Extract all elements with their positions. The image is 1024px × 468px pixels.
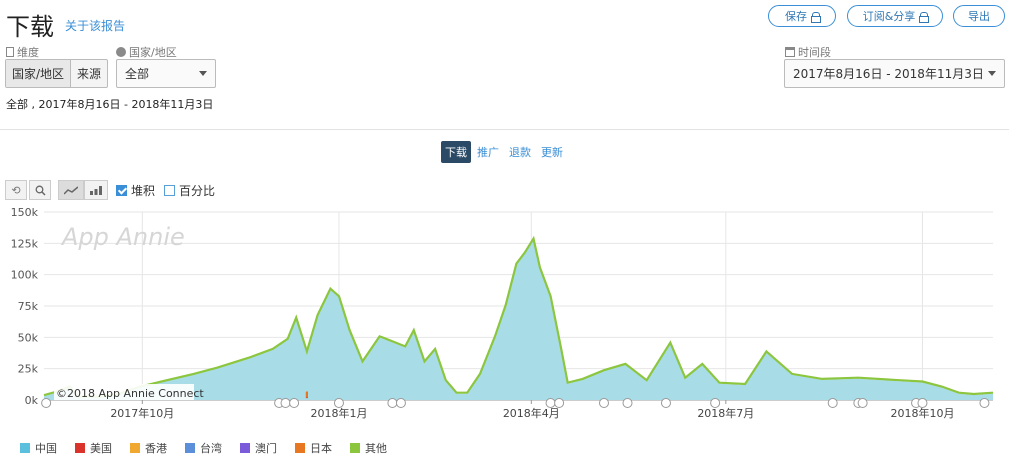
- subscribe-share-button[interactable]: 订阅&分享: [847, 5, 943, 27]
- legend-swatch: [295, 443, 305, 453]
- speech-bubble-icon[interactable]: [622, 398, 633, 408]
- lock-icon: [919, 11, 930, 23]
- speech-bubble-icon[interactable]: [289, 398, 300, 408]
- legend-label: 其他: [365, 442, 387, 455]
- chart-legend: 中国 美国 香港 台湾 澳门 日本 其他: [20, 440, 387, 456]
- tab-refunds[interactable]: 退款: [509, 146, 531, 159]
- lock-icon: [811, 11, 821, 23]
- about-report-link[interactable]: 关于该报告: [65, 19, 126, 33]
- page-title: 下载: [6, 13, 54, 41]
- globe-icon: [116, 47, 126, 57]
- zoom-icon[interactable]: [29, 180, 51, 200]
- dimension-toggle: 国家/地区 来源: [5, 59, 109, 88]
- legend-swatch: [20, 443, 30, 453]
- y-tick-label: 150k: [11, 206, 39, 219]
- watermark: App Annie: [60, 223, 185, 251]
- subscribe-label: 订阅&分享: [862, 10, 916, 23]
- dimension-option-source[interactable]: 来源: [77, 67, 102, 81]
- legend-macau[interactable]: 澳门: [240, 440, 277, 456]
- save-label: 保存: [785, 10, 807, 23]
- x-tick-label: 2018年1月: [310, 406, 367, 420]
- legend-label: 美国: [90, 442, 112, 455]
- country-dropdown[interactable]: 全部: [116, 59, 216, 88]
- legend-usa[interactable]: 美国: [75, 440, 112, 456]
- country-value: 全部: [125, 67, 150, 81]
- series-japan-mark: [305, 391, 308, 398]
- checkbox-unchecked-icon: [164, 185, 175, 196]
- speech-bubble-icon[interactable]: [554, 398, 565, 408]
- speech-bubble-icon[interactable]: [395, 398, 406, 408]
- speech-bubble-icon[interactable]: [333, 398, 344, 408]
- line-chart-icon[interactable]: [58, 180, 84, 200]
- legend-taiwan[interactable]: 台湾: [185, 440, 222, 456]
- legend-label: 台湾: [200, 442, 222, 455]
- tab-downloads[interactable]: 下载: [441, 141, 471, 163]
- metric-tabs: 下载 推广 退款 更新: [441, 141, 567, 163]
- legend-label: 日本: [310, 442, 332, 455]
- y-tick-label: 125k: [11, 237, 39, 250]
- speech-bubble-icon[interactable]: [827, 398, 838, 408]
- speech-bubble-icon[interactable]: [387, 398, 398, 408]
- legend-label: 香港: [145, 442, 167, 455]
- y-tick-label: 75k: [18, 300, 39, 313]
- document-icon: [6, 47, 14, 57]
- y-tick-label: 100k: [11, 269, 39, 282]
- dimension-label: 维度: [6, 44, 39, 60]
- summary-text: 全部 , 2017年8月16日 - 2018年11月3日: [6, 98, 214, 111]
- legend-swatch: [185, 443, 195, 453]
- x-tick-label: 2018年10月: [890, 406, 954, 420]
- chart-credit: ©2018 App Annie Connect: [56, 387, 204, 400]
- speech-bubble-icon[interactable]: [280, 398, 291, 408]
- checkbox-checked-icon: [116, 185, 127, 196]
- divider: [0, 129, 1009, 130]
- export-button[interactable]: 导出: [953, 5, 1005, 27]
- percent-checkbox[interactable]: 百分比: [164, 182, 215, 199]
- period-dropdown[interactable]: 2017年8月16日 - 2018年11月3日: [784, 59, 1005, 88]
- tab-updates[interactable]: 更新: [541, 146, 563, 159]
- legend-china[interactable]: 中国: [20, 440, 57, 456]
- legend-swatch: [130, 443, 140, 453]
- undo-icon[interactable]: ⟲: [5, 180, 27, 200]
- period-label: 时间段: [785, 44, 831, 60]
- chevron-down-icon: [988, 71, 996, 76]
- speech-bubble-icon[interactable]: [917, 398, 928, 408]
- credit-bg: [54, 384, 194, 400]
- speech-bubble-icon[interactable]: [545, 398, 556, 408]
- legend-swatch: [75, 443, 85, 453]
- legend-label: 中国: [35, 442, 57, 455]
- legend-japan[interactable]: 日本: [295, 440, 332, 456]
- speech-bubble-icon[interactable]: [710, 398, 721, 408]
- speech-bubble-icon[interactable]: [41, 398, 52, 408]
- y-tick-label: 50k: [18, 331, 39, 344]
- legend-swatch: [350, 443, 360, 453]
- chevron-down-icon: [199, 71, 207, 76]
- series-china-area: [44, 239, 993, 400]
- x-tick-label: 2018年7月: [697, 406, 754, 420]
- speech-bubble-icon[interactable]: [857, 398, 868, 408]
- period-value: 2017年8月16日 - 2018年11月3日: [793, 67, 984, 81]
- speech-bubble-icon[interactable]: [598, 398, 609, 408]
- downloads-chart: App Annie 0k 25k 50k 75k 100k 125k 150k 2017年1…: [11, 206, 994, 420]
- y-tick-label: 0k: [25, 394, 39, 407]
- export-label: 导出: [968, 10, 990, 23]
- x-tick-label: 2017年10月: [110, 406, 174, 420]
- speech-bubble-icon[interactable]: [660, 398, 671, 408]
- speech-bubble-icon[interactable]: [979, 398, 990, 408]
- country-label: 国家/地区: [116, 44, 177, 60]
- save-button[interactable]: 保存: [768, 5, 836, 27]
- legend-other[interactable]: 其他: [350, 440, 387, 456]
- legend-hongkong[interactable]: 香港: [130, 440, 167, 456]
- bar-chart-icon[interactable]: [84, 180, 108, 200]
- y-tick-label: 25k: [18, 363, 39, 376]
- legend-label: 澳门: [255, 442, 277, 455]
- series-other-line: [43, 235, 994, 398]
- stacked-checkbox[interactable]: 堆积: [116, 182, 155, 199]
- tab-promotion[interactable]: 推广: [477, 146, 499, 159]
- dimension-option-country[interactable]: 国家/地区: [6, 60, 72, 87]
- calendar-icon: [785, 47, 795, 57]
- x-tick-label: 2018年4月: [503, 406, 560, 420]
- legend-swatch: [240, 443, 250, 453]
